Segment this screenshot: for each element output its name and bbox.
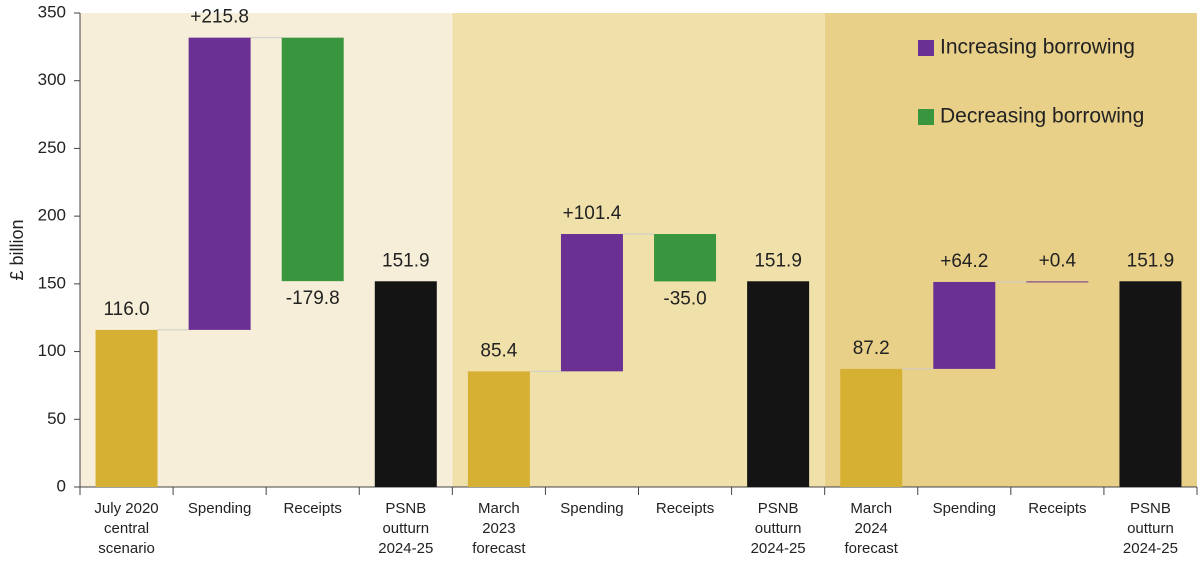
bar (281, 37, 344, 282)
x-tick-label: outturn (755, 520, 802, 537)
legend-label: Increasing borrowing (940, 36, 1135, 59)
value-label: +0.4 (1039, 250, 1077, 271)
x-tick-label: forecast (472, 540, 526, 557)
x-tick-label: March (850, 500, 892, 517)
x-tick-label: July 2020 (94, 500, 158, 517)
x-tick-label: outturn (382, 520, 429, 537)
value-label: 87.2 (853, 338, 890, 359)
bar (95, 329, 158, 487)
y-tick-label: 300 (38, 70, 66, 89)
bar (1119, 281, 1182, 487)
legend-swatch (918, 40, 934, 56)
bar (467, 371, 530, 487)
x-tick-label: scenario (98, 540, 155, 557)
x-tick-label: PSNB (385, 500, 426, 517)
x-tick-label: PSNB (1130, 500, 1171, 517)
x-tick-label: Receipts (284, 500, 342, 517)
y-tick-label: 200 (38, 206, 66, 225)
legend-swatch (918, 109, 934, 125)
x-tick-label: PSNB (758, 500, 799, 517)
value-label: 151.9 (1127, 250, 1175, 271)
value-label: +64.2 (940, 251, 988, 272)
y-tick-label: 0 (57, 476, 66, 495)
y-tick-label: 100 (38, 341, 66, 360)
x-tick-label: central (104, 520, 149, 537)
y-tick-label: 50 (47, 409, 66, 428)
value-label: 116.0 (103, 299, 149, 320)
bar (933, 281, 996, 369)
bar (654, 234, 717, 282)
x-tick-label: 2024-25 (1123, 540, 1178, 557)
x-tick-label: 2024 (855, 520, 888, 537)
x-tick-label: Spending (933, 500, 996, 517)
x-tick-label: Spending (188, 500, 251, 517)
bar (840, 368, 903, 487)
x-tick-label: Receipts (656, 500, 714, 517)
value-label: 85.4 (480, 340, 517, 361)
value-label: +215.8 (190, 7, 249, 28)
bar (560, 234, 623, 372)
bar (188, 37, 251, 330)
y-axis-label: £ billion (7, 219, 27, 280)
value-label: -179.8 (286, 288, 340, 309)
x-tick-label: outturn (1127, 520, 1174, 537)
bar (747, 281, 810, 487)
x-tick-label: 2024-25 (378, 540, 433, 557)
value-label: 151.9 (382, 250, 430, 271)
y-tick-label: 250 (38, 138, 66, 157)
value-label: -35.0 (663, 288, 706, 309)
x-tick-label: Receipts (1028, 500, 1086, 517)
x-tick-label: Spending (560, 500, 623, 517)
x-tick-label: March (478, 500, 520, 517)
y-tick-label: 150 (38, 273, 66, 292)
bar (374, 281, 437, 487)
x-tick-label: forecast (845, 540, 899, 557)
bar (1026, 281, 1089, 283)
legend-label: Decreasing borrowing (940, 105, 1144, 128)
value-label: 151.9 (754, 250, 802, 271)
x-tick-label: 2023 (482, 520, 515, 537)
x-tick-label: 2024-25 (751, 540, 806, 557)
value-label: +101.4 (563, 203, 622, 224)
y-tick-label: 350 (38, 2, 66, 21)
